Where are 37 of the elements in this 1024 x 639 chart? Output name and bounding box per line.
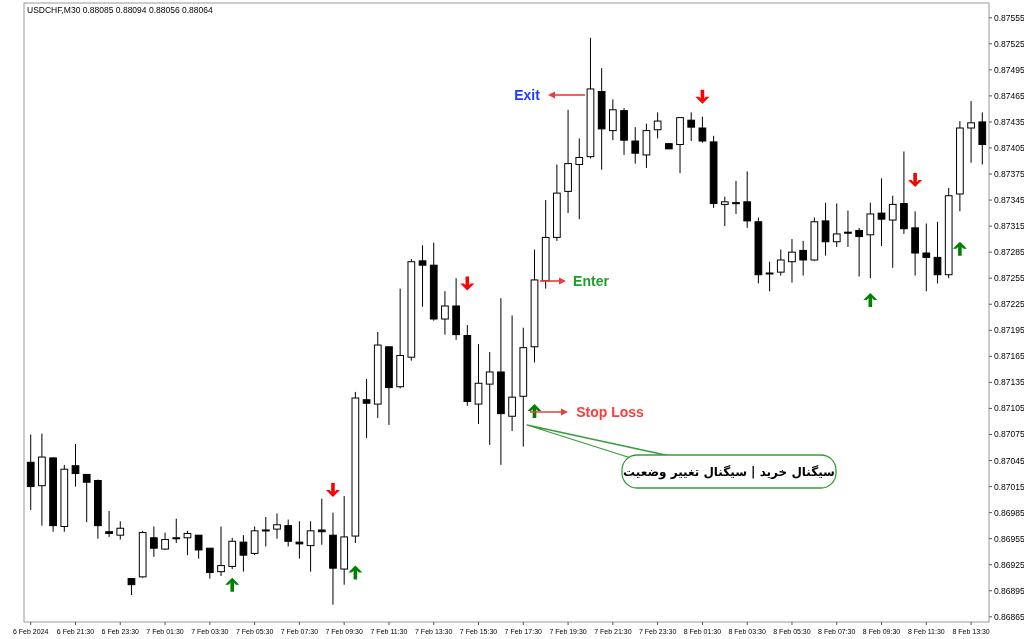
y-tick-label: 0.86985 — [994, 507, 1024, 518]
chart-title: USDCHF,M30 0.88085 0.88094 0.88056 0.88064 — [27, 5, 213, 15]
y-tick-label: 0.87285 — [994, 247, 1024, 258]
point — [225, 577, 240, 592]
y-tick-label: 0.87465 — [994, 90, 1024, 101]
y-tick-label: 0.86865 — [994, 611, 1024, 622]
y-tick-label: 0.87435 — [994, 116, 1024, 127]
point — [952, 241, 967, 256]
y-tick-label: 0.87135 — [994, 377, 1024, 388]
y-tick-label: 0.87525 — [994, 38, 1024, 49]
point — [695, 89, 710, 104]
y-tick-label: 0.87555 — [994, 12, 1024, 23]
y-tick-label: 0.87075 — [994, 429, 1024, 440]
y-tick-label: 0.86895 — [994, 585, 1024, 596]
y-tick-label: 0.87255 — [994, 273, 1024, 284]
annotation: Stop Loss — [576, 404, 645, 420]
y-tick-label: 0.87105 — [994, 403, 1024, 414]
point — [863, 292, 878, 307]
annotation: Enter — [573, 273, 610, 289]
point — [348, 565, 363, 580]
annotation: سیگنال خرید | سیگنال تغییر وضعیت — [623, 464, 835, 480]
y-tick-label: 0.87225 — [994, 299, 1024, 310]
y-tick-label: 0.87315 — [994, 221, 1024, 232]
y-tick-label: 0.87015 — [994, 481, 1024, 492]
y-tick-label: 0.87345 — [994, 195, 1024, 206]
y-tick-label: 0.86955 — [994, 533, 1024, 544]
y-tick-label: 0.87195 — [994, 325, 1024, 336]
y-tick-label: 0.87405 — [994, 142, 1024, 153]
point — [460, 276, 475, 291]
annotation: Exit — [514, 87, 541, 103]
y-tick-label: 0.87045 — [994, 455, 1024, 466]
point — [908, 173, 923, 188]
y-tick-label: 0.87165 — [994, 351, 1024, 362]
y-tick-label: 0.87375 — [994, 169, 1024, 180]
y-tick-label: 0.86925 — [994, 559, 1024, 570]
point — [325, 483, 340, 498]
y-tick-label: 0.87495 — [994, 64, 1024, 75]
